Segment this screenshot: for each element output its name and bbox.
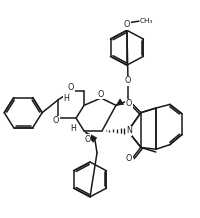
Polygon shape — [116, 99, 124, 105]
Text: CH₃: CH₃ — [140, 18, 154, 24]
Text: O: O — [68, 83, 74, 92]
Text: O: O — [85, 135, 91, 144]
Text: O: O — [125, 76, 131, 85]
Text: N: N — [126, 126, 132, 135]
Text: O: O — [98, 90, 104, 99]
Text: H: H — [63, 94, 69, 102]
Text: O: O — [53, 116, 59, 125]
Text: O: O — [126, 154, 132, 163]
Text: H: H — [70, 124, 76, 133]
Text: O: O — [126, 99, 132, 108]
Polygon shape — [84, 131, 97, 142]
Text: O: O — [124, 20, 130, 29]
